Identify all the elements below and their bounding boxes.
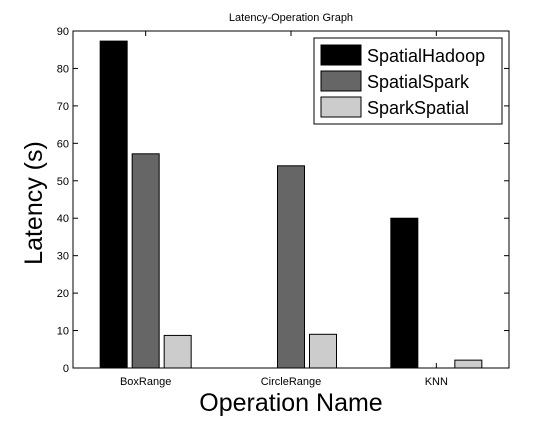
bar-sparkspatial-boxrange <box>163 334 192 369</box>
bar-spatialspark-circlerange <box>277 165 305 369</box>
bar-spatialhadoop-boxrange <box>99 40 128 369</box>
legend-swatch <box>320 70 362 92</box>
x-tick-label: KNN <box>425 376 448 388</box>
bar-spatialspark-boxrange <box>131 153 160 369</box>
bar-series-group <box>99 40 483 369</box>
y-tick-label: 70 <box>57 101 69 113</box>
y-tick-label: 10 <box>57 326 69 338</box>
plot-area-frame <box>72 30 510 369</box>
legend-swatch <box>320 96 362 118</box>
y-tick-label: 20 <box>57 288 69 300</box>
legend: SpatialHadoop SpatialSpark SparkSpatial <box>313 37 503 125</box>
legend-label: SparkSpatial <box>367 98 469 118</box>
y-tick-label: 0 <box>63 363 69 375</box>
axis-ticks: 0 10 20 30 40 50 60 70 80 90 BoxRange CircleRange KN… <box>57 26 509 388</box>
legend-swatch <box>320 44 362 66</box>
x-axis-label: Operation Name <box>199 389 382 417</box>
y-tick-label: 30 <box>57 251 69 263</box>
y-tick-label: 80 <box>57 63 69 75</box>
y-axis-label: Latency (s) <box>20 141 48 265</box>
chart-title: Latency-Operation Graph <box>229 12 353 24</box>
y-tick-label: 50 <box>57 176 69 188</box>
y-tick-label: 60 <box>57 138 69 150</box>
bar-sparkspatial-circlerange <box>309 333 337 369</box>
bar-sparkspatial-knn <box>454 359 483 369</box>
legend-label: SpatialHadoop <box>367 46 485 66</box>
x-tick-label: CircleRange <box>261 376 322 388</box>
y-tick-label: 40 <box>57 213 69 225</box>
legend-label: SpatialSpark <box>367 72 470 92</box>
y-tick-label: 90 <box>57 26 69 38</box>
x-tick-label: BoxRange <box>120 376 171 388</box>
bar-spatialhadoop-knn <box>390 217 419 369</box>
